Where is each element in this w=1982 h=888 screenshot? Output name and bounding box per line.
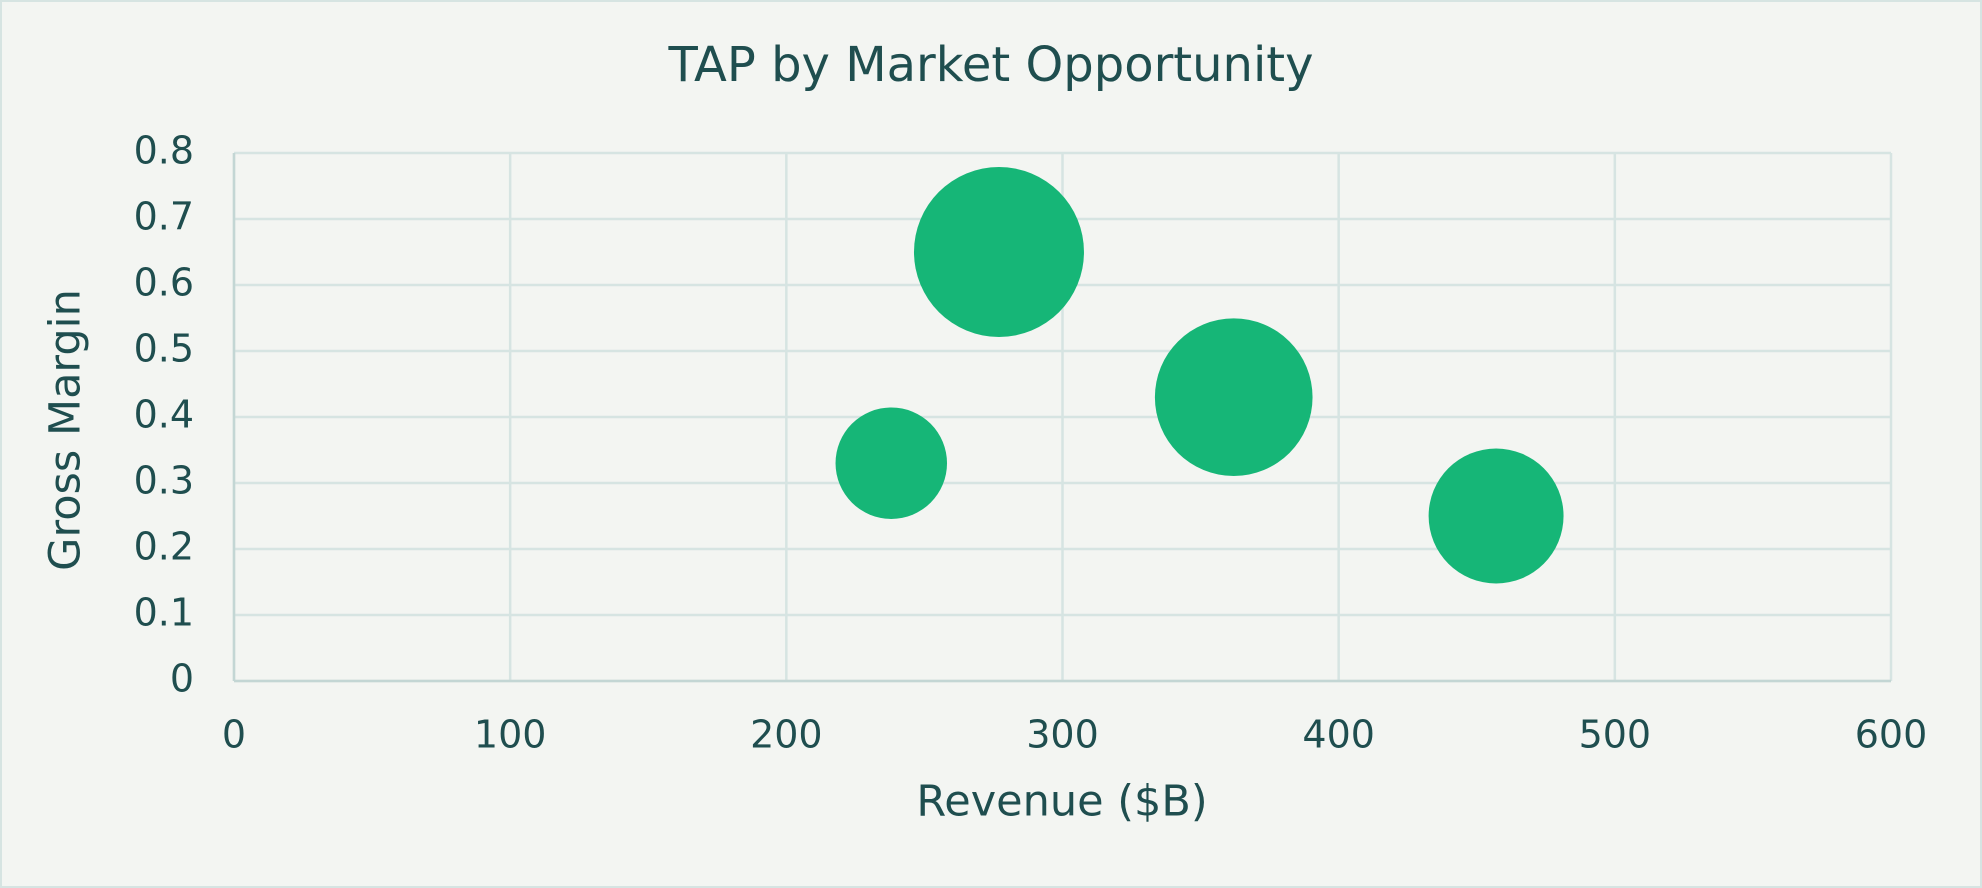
x-tick-label: 500 bbox=[1579, 713, 1652, 757]
x-tick-label: 200 bbox=[750, 713, 823, 757]
y-tick-label: 0.6 bbox=[134, 261, 194, 305]
y-tick-label: 0.8 bbox=[134, 129, 194, 173]
y-tick-label: 0.7 bbox=[134, 195, 194, 239]
chart-title: TAP by Market Opportunity bbox=[667, 37, 1313, 93]
y-axis-title: Gross Margin bbox=[41, 289, 91, 571]
y-tick-label: 0.2 bbox=[134, 525, 194, 569]
x-tick-label: 600 bbox=[1855, 713, 1928, 757]
bubble bbox=[913, 167, 1084, 337]
x-tick-label: 0 bbox=[222, 713, 246, 757]
y-tick-label: 0.4 bbox=[134, 393, 194, 437]
y-tick-label: 0.5 bbox=[134, 327, 194, 371]
bubble bbox=[1428, 448, 1564, 584]
y-tick-label: 0.1 bbox=[134, 591, 194, 635]
x-tick-label: 300 bbox=[1026, 713, 1099, 757]
x-tick-label: 100 bbox=[474, 713, 547, 757]
x-tick-label: 400 bbox=[1302, 713, 1375, 757]
bubble bbox=[835, 407, 948, 519]
bubble bbox=[1154, 318, 1313, 477]
y-tick-label: 0 bbox=[170, 657, 194, 701]
y-tick-label: 0.3 bbox=[134, 459, 194, 503]
x-axis-title: Revenue ($B) bbox=[916, 777, 1207, 827]
